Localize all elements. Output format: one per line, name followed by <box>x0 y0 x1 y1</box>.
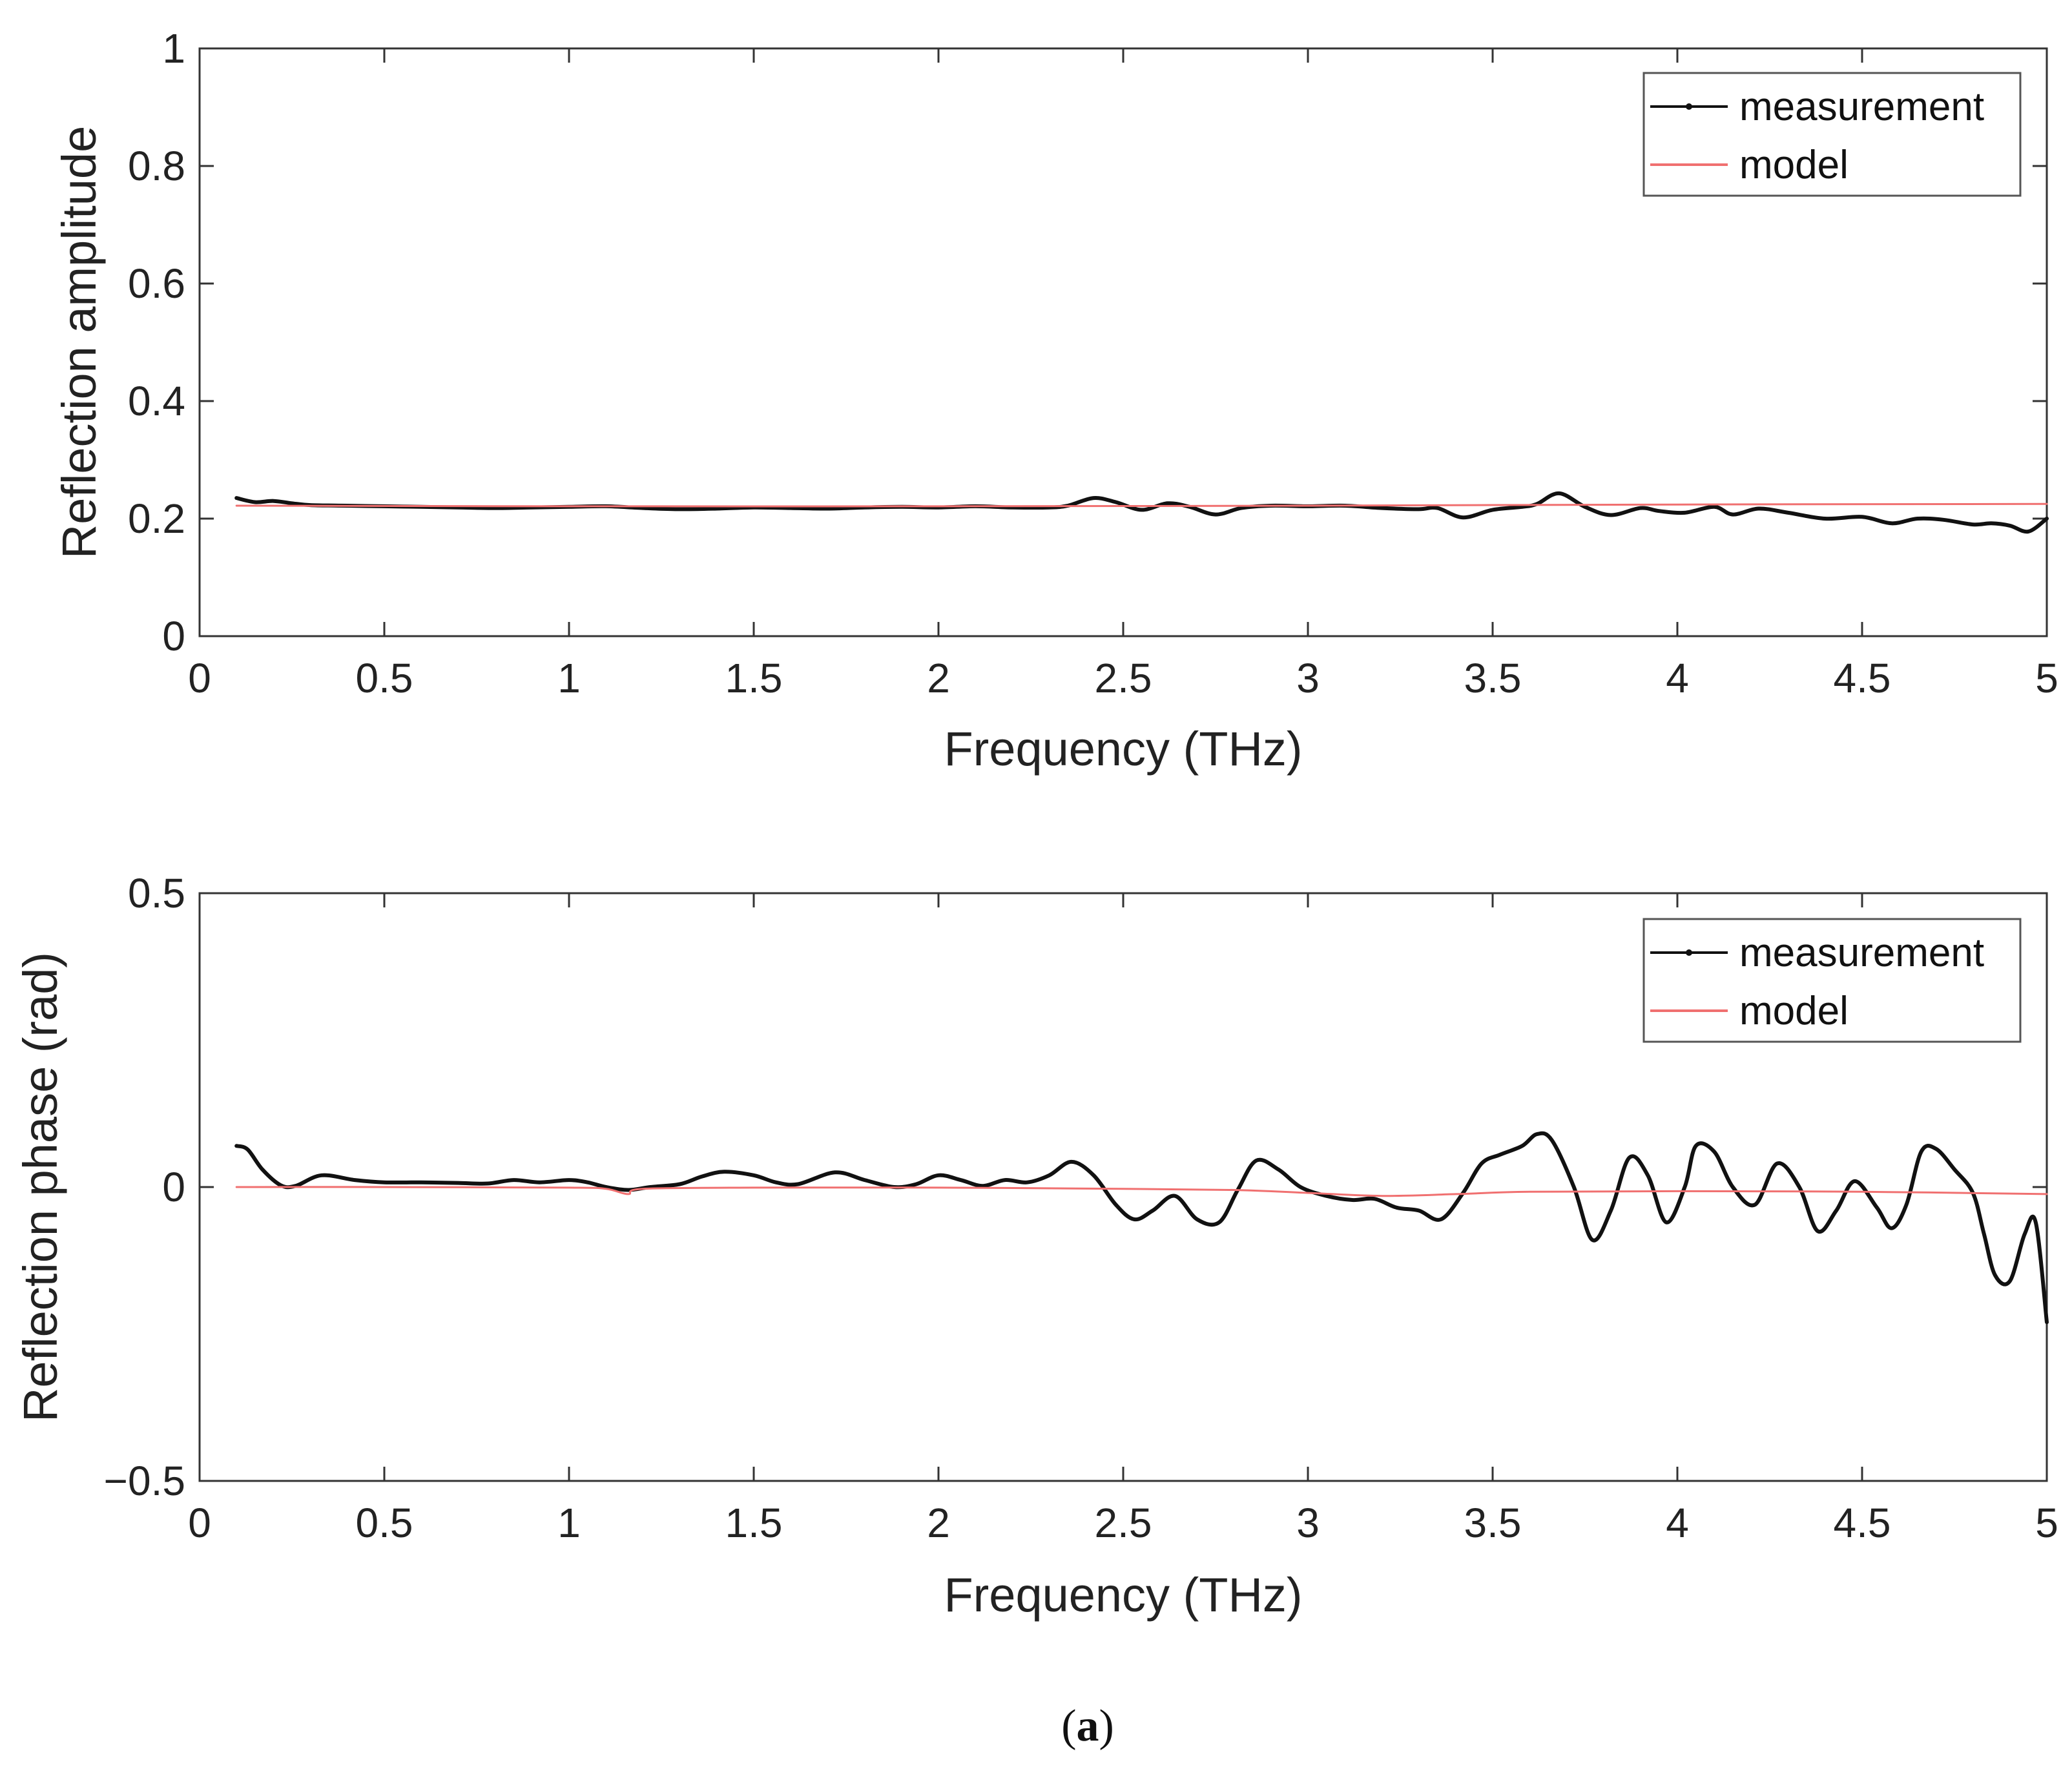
phase-x-tick-label: 1 <box>557 1500 581 1546</box>
phase-series <box>234 1131 2049 1325</box>
phase-x-axis-label: Frequency (THz) <box>944 1568 1302 1622</box>
phase-y-tick-label: −0.5 <box>104 1458 185 1504</box>
amplitude-y-tick-label: 0 <box>162 613 185 659</box>
caption-close-paren: ) <box>1099 1701 1114 1751</box>
phase-x-tick-label: 1.5 <box>725 1500 783 1546</box>
amplitude-y-tick-label: 0.6 <box>128 260 185 307</box>
phase-x-tick-label: 3.5 <box>1464 1500 1522 1546</box>
amplitude-legend-measurement-marker <box>1686 103 1692 110</box>
phase-x-tick-label: 3 <box>1296 1500 1320 1546</box>
phase-x-tick-label: 2 <box>927 1500 950 1546</box>
amplitude-y-tick-label: 1 <box>162 25 185 72</box>
amplitude-x-tick-label: 4 <box>1666 655 1689 701</box>
amplitude-x-tick-label: 0.5 <box>356 655 413 701</box>
amplitude-x-tick-label: 1.5 <box>725 655 783 701</box>
amplitude-y-tick-label: 0.4 <box>128 378 185 424</box>
amplitude-x-tick-label: 3.5 <box>1464 655 1522 701</box>
amplitude-series <box>234 491 2049 534</box>
amplitude-x-tick-label: 4.5 <box>1834 655 1891 701</box>
amplitude-ticks: 0 0.5 1 1.5 2 2.5 3 3.5 4 4.5 5 0 0.2 0.4 0.6 0.8 1 <box>128 25 2058 701</box>
amplitude-series-model <box>235 502 2048 508</box>
phase-chart: 0 0.5 1 1.5 2 2.5 3 3.5 4 4.5 5−0.500.5 Frequency … <box>14 870 2058 1622</box>
phase-series-measurement <box>234 1131 2049 1325</box>
amplitude-x-tick-label: 2 <box>927 655 950 701</box>
phase-ticks: 0 0.5 1 1.5 2 2.5 3 3.5 4 4.5 5−0.500.5 <box>104 870 2058 1546</box>
amplitude-legend-box <box>1642 72 2022 197</box>
phase-x-tick-label: 4 <box>1666 1500 1689 1546</box>
amplitude-legend: measurement model <box>1642 72 2022 197</box>
amplitude-y-tick-label: 0.8 <box>128 143 185 189</box>
phase-x-tick-label: 0.5 <box>356 1500 413 1546</box>
phase-y-tick-label: 0 <box>162 1164 185 1210</box>
amplitude-legend-model-label: model <box>1739 143 1849 187</box>
phase-legend-measurement-marker <box>1686 949 1692 956</box>
amplitude-x-tick-label: 3 <box>1296 655 1320 701</box>
figure-caption: (a) <box>1061 1701 1114 1751</box>
amplitude-x-tick-label: 5 <box>2035 655 2058 701</box>
caption-letter: a <box>1077 1701 1099 1751</box>
amplitude-y-tick-label: 0.2 <box>128 495 185 542</box>
caption-open-paren: ( <box>1061 1701 1076 1751</box>
phase-legend: measurement model <box>1642 918 2022 1043</box>
phase-legend-measurement-label: measurement <box>1739 931 1984 975</box>
amplitude-x-axis-label: Frequency (THz) <box>944 722 1302 776</box>
phase-y-tick-label: 0.5 <box>128 870 185 916</box>
phase-legend-box <box>1642 918 2022 1043</box>
phase-x-tick-label: 2.5 <box>1095 1500 1152 1546</box>
amplitude-chart: 0 0.5 1 1.5 2 2.5 3 3.5 4 4.5 5 0 0.2 0.4 0.6 0.8 1 Freq… <box>52 25 2058 776</box>
phase-x-tick-label: 4.5 <box>1834 1500 1891 1546</box>
phase-x-tick-label: 0 <box>188 1500 211 1546</box>
amplitude-x-tick-label: 0 <box>188 655 211 701</box>
amplitude-series-measurement <box>234 491 2049 534</box>
amplitude-y-axis-label: Reflection amplitude <box>52 126 106 559</box>
amplitude-x-tick-label: 1 <box>557 655 581 701</box>
amplitude-legend-measurement-label: measurement <box>1739 85 1984 129</box>
phase-y-axis-label: Reflection phase (rad) <box>14 952 67 1422</box>
phase-series-model <box>235 1186 2048 1197</box>
phase-x-tick-label: 5 <box>2035 1500 2058 1546</box>
amplitude-x-tick-label: 2.5 <box>1095 655 1152 701</box>
phase-legend-model-label: model <box>1739 989 1849 1033</box>
